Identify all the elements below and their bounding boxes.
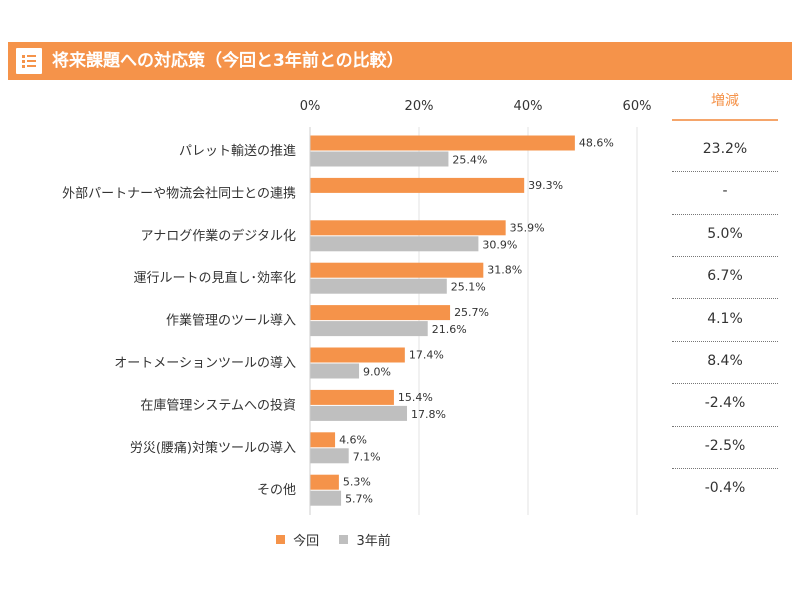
bar-previous bbox=[310, 151, 449, 167]
bar-current bbox=[310, 262, 484, 278]
data-label-previous: 17.8% bbox=[411, 408, 446, 421]
data-label-current: 15.4% bbox=[398, 391, 433, 404]
category-label: パレット輸送の推進 bbox=[179, 144, 296, 159]
data-label-current: 31.8% bbox=[487, 264, 522, 277]
data-label-current: 35.9% bbox=[510, 221, 545, 234]
bar-current bbox=[310, 389, 394, 405]
delta-separator bbox=[672, 425, 778, 427]
category-label: 労災(腰痛)対策ツールの導入 bbox=[130, 440, 296, 456]
delta-separator bbox=[672, 213, 778, 215]
bar-previous bbox=[310, 405, 408, 421]
delta-value: 4.1% bbox=[707, 310, 743, 327]
bar-current bbox=[310, 305, 451, 321]
data-label-previous: 9.0% bbox=[363, 366, 391, 379]
bar-current bbox=[310, 135, 575, 151]
category-label: 作業管理のツール導入 bbox=[166, 313, 296, 329]
legend: 今回 3年前 bbox=[276, 530, 407, 549]
data-label-previous: 30.9% bbox=[482, 238, 517, 251]
title-bar: 将来課題への対応策（今回と3年前との比較） bbox=[8, 42, 792, 80]
delta-value: - bbox=[722, 183, 728, 200]
bar-current bbox=[310, 177, 525, 193]
category-label: その他 bbox=[257, 483, 296, 498]
delta-value: 8.4% bbox=[707, 353, 743, 369]
x-tick-label: 40% bbox=[514, 99, 543, 114]
legend-swatch-current bbox=[276, 535, 285, 544]
category-label: アナログ作業のデジタル化 bbox=[141, 228, 296, 244]
data-label-current: 5.3% bbox=[343, 476, 371, 489]
legend-item-current: 今回 bbox=[276, 530, 319, 549]
category-label: 在庫管理システムへの投資 bbox=[140, 397, 296, 413]
x-tick-label: 0% bbox=[300, 99, 321, 114]
bar-previous bbox=[310, 321, 428, 337]
delta-separator bbox=[672, 468, 778, 469]
data-label-current: 25.7% bbox=[454, 306, 489, 319]
chart-title: 将来課題への対応策（今回と3年前との比較） bbox=[52, 51, 404, 71]
data-label-current: 17.4% bbox=[409, 349, 444, 362]
data-label-previous: 25.4% bbox=[452, 154, 487, 167]
data-label-current: 48.6% bbox=[579, 137, 614, 150]
legend-label-current: 今回 bbox=[293, 534, 320, 549]
bar-previous bbox=[310, 236, 479, 252]
delta-separator bbox=[672, 383, 778, 385]
delta-value: -2.4% bbox=[704, 395, 746, 412]
delta-value: -2.5% bbox=[704, 437, 746, 454]
delta-value: 6.7% bbox=[707, 268, 743, 285]
x-tick-label: 20% bbox=[405, 99, 434, 114]
delta-separator bbox=[672, 171, 778, 173]
bar-previous bbox=[310, 278, 447, 294]
bar-previous bbox=[310, 490, 342, 506]
legend-swatch-previous bbox=[339, 535, 349, 544]
delta-separator bbox=[672, 298, 778, 300]
delta-separator bbox=[672, 340, 778, 342]
bar-current bbox=[310, 474, 339, 490]
category-label: オートメーションツールの導入 bbox=[114, 356, 296, 371]
delta-value: -0.4% bbox=[704, 480, 746, 497]
bar-current bbox=[310, 347, 405, 363]
delta-value: 23.2% bbox=[702, 141, 748, 157]
delta-value: 5.0% bbox=[707, 225, 743, 242]
data-label-previous: 21.6% bbox=[432, 323, 467, 336]
data-label-current: 39.3% bbox=[528, 179, 563, 192]
x-tick-label: 60% bbox=[623, 99, 652, 114]
legend-label-previous: 3年前 bbox=[356, 534, 391, 549]
data-label-current: 4.6% bbox=[339, 433, 367, 446]
data-label-previous: 25.1% bbox=[451, 281, 486, 294]
delta-header: 増減 bbox=[711, 93, 739, 109]
category-label: 運行ルートの見直し･効率化 bbox=[133, 270, 296, 286]
delta-header-underline bbox=[672, 119, 778, 121]
data-label-previous: 7.1% bbox=[353, 450, 381, 463]
bar-previous bbox=[310, 363, 360, 379]
list-icon bbox=[16, 48, 42, 74]
bar-previous bbox=[310, 448, 349, 464]
data-label-previous: 5.7% bbox=[345, 493, 373, 506]
delta-separator bbox=[672, 256, 778, 257]
bar-current bbox=[310, 432, 336, 448]
legend-item-previous: 3年前 bbox=[339, 530, 391, 549]
category-label: 外部パートナーや物流会社同士との連携 bbox=[62, 185, 296, 201]
bar-current bbox=[310, 220, 506, 236]
